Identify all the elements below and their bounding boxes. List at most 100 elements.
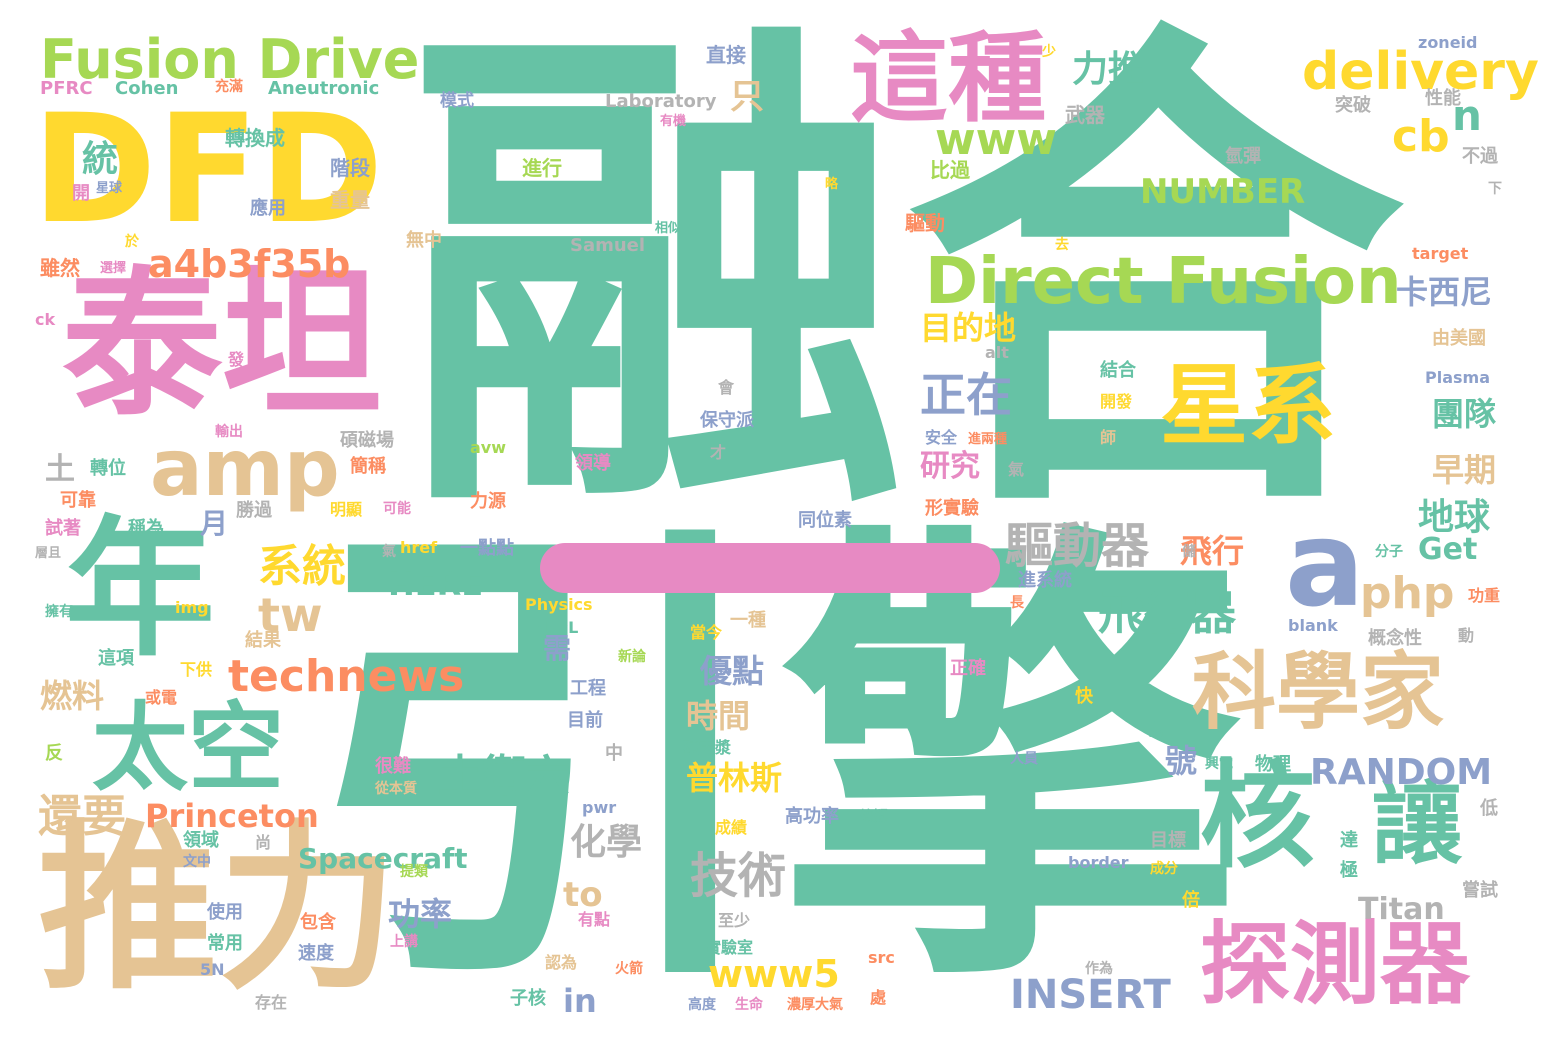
word-yidiandian: 一點點 [460, 538, 514, 559]
word-huojian: 火箭 [615, 961, 643, 977]
word-shuodianjiang: 碩電漿 [683, 738, 732, 757]
word-chengji: 成績 [715, 818, 748, 837]
word-hao: 號 [1165, 742, 1198, 780]
word-zhongliang: 重量 [330, 188, 370, 212]
word-biguo: 比過 [930, 158, 970, 182]
word-moshi: 模式 [440, 91, 474, 111]
word-diqiu: 地球 [1418, 497, 1491, 538]
word-kekao: 可靠 [60, 490, 96, 511]
word-spacecraft: Spacecraft [298, 842, 468, 875]
word-chengwei: 稱為 [128, 518, 164, 539]
word-renyuan: 人員 [1010, 751, 1038, 767]
word-here: HERE [388, 565, 484, 603]
word-liyuan: 力源 [470, 491, 506, 512]
word-qudongqi: 驅動器 [1005, 518, 1150, 574]
word-lingdao: 領導 [575, 453, 611, 474]
word-shao: 少 [1042, 44, 1056, 60]
word-suiran: 雖然 [40, 256, 80, 280]
word-chu2: 儲 [1182, 544, 1196, 560]
word-shi: 師 [1100, 428, 1117, 447]
word-yu: 於 [125, 234, 139, 250]
word-xingxi: 星系 [1160, 354, 1337, 457]
word-di: 低 [1480, 798, 1498, 819]
word-yue: 月 [200, 507, 229, 540]
word-cb: cb [1392, 111, 1450, 162]
word-wuqi: 武器 [1065, 103, 1105, 127]
word-physics: Physics [525, 595, 593, 614]
word-cengqie: 層且 [35, 546, 62, 561]
word-shiyanshi: 實驗室 [705, 938, 754, 957]
word-haiyao: 還要 [38, 791, 126, 842]
word-jinliangzhong: 進兩種 [968, 432, 1008, 447]
word-gonglv: 功率 [388, 895, 453, 933]
word-zhi: 只 [730, 77, 764, 117]
word-rang: 讓 [1372, 772, 1462, 877]
word-baoshoupai: 保守派 [700, 410, 754, 431]
word-tuandui: 團隊 [1432, 395, 1497, 433]
word-ji: 極 [1340, 860, 1358, 881]
word-xia: 下 [1488, 181, 1502, 197]
word-to: to [563, 875, 603, 915]
word-dfd: DFD [32, 83, 384, 257]
word-tuili: 推力 [38, 805, 399, 1014]
word-congbenzhi: 從本質 [375, 781, 417, 797]
word-shijian: 時間 [686, 697, 751, 735]
word-target: target [1412, 244, 1469, 263]
word-dangjin: 當今 [690, 623, 723, 642]
word-xitong: 系統 [258, 541, 346, 592]
word-cohen: Cohen [115, 78, 179, 99]
word-mudidi: 目的地 [920, 309, 1017, 347]
word-shengguo: 勝過 [236, 500, 272, 521]
word-xu: 需 [543, 632, 572, 665]
word-5n: 5N [200, 960, 225, 979]
word-in: in [563, 982, 597, 1020]
word-hui: 會 [718, 378, 735, 397]
word-jieduan: 階段 [330, 156, 370, 180]
word-xingqiu: 星球 [96, 181, 123, 196]
word-keneng: 可能 [383, 501, 411, 517]
word-shengming: 生命 [735, 997, 763, 1013]
word-zhijie: 直接 [706, 43, 746, 67]
word-xingneng: 性能 [1425, 88, 1461, 109]
word-xiangsi: 相似 [655, 221, 682, 236]
word-random: RANDOM [1310, 752, 1493, 793]
word-youmeiguo: 由美國 [1432, 328, 1486, 349]
word-qi: 氣 [1008, 460, 1025, 479]
word-ranliao: 燃料 [40, 677, 105, 715]
word-dong: 動 [1458, 626, 1475, 645]
word-n: n [1452, 91, 1482, 140]
word-sudu: 速度 [298, 943, 334, 964]
word-zhengque: 正確 [950, 658, 986, 679]
word-zoneid: zoneid [1418, 33, 1478, 52]
word-tongweisu: 同位素 [798, 510, 852, 531]
word-www5: www5 [708, 952, 840, 996]
word-chengfen: 成分 [1150, 861, 1178, 877]
word-samuel: Samuel [570, 235, 646, 256]
word-taitan: 泰坦 [62, 251, 383, 438]
word-amp: amp [150, 424, 340, 514]
word-plasma: Plasma [1425, 368, 1490, 387]
word-lingyu: 領域 [183, 830, 219, 851]
word-href: href [400, 538, 438, 557]
word-anquan: 安全 [925, 428, 958, 447]
word-nei: 內 [1148, 720, 1165, 739]
word-wuzhong: 無中 [406, 230, 442, 251]
word-he: 核 [1200, 750, 1316, 884]
word-zhengzai: 正在 [920, 368, 1012, 422]
word-gainianxing: 概念性 [1368, 628, 1422, 649]
word-img: img [175, 598, 209, 617]
word-gaogonglv: 高功率 [785, 806, 839, 827]
word-yanjiu: 研究 [920, 449, 980, 484]
word-wuli: 物理 [1255, 754, 1291, 775]
word-feixing: 飛行 [1180, 532, 1245, 570]
word-tilei: 提類 [400, 864, 428, 880]
word-zhexiang: 這項 [98, 648, 134, 669]
word-yizhong: 一種 [730, 610, 766, 631]
word-huaiyi: 懷疑 [860, 809, 888, 825]
word-chang: 長 [1010, 595, 1024, 611]
word-shuchu: 輸出 [215, 424, 243, 440]
word-mingxian: 明顯 [330, 500, 363, 519]
pink-stroke-shape [540, 543, 1000, 593]
word-pwr: pwr [582, 798, 617, 817]
